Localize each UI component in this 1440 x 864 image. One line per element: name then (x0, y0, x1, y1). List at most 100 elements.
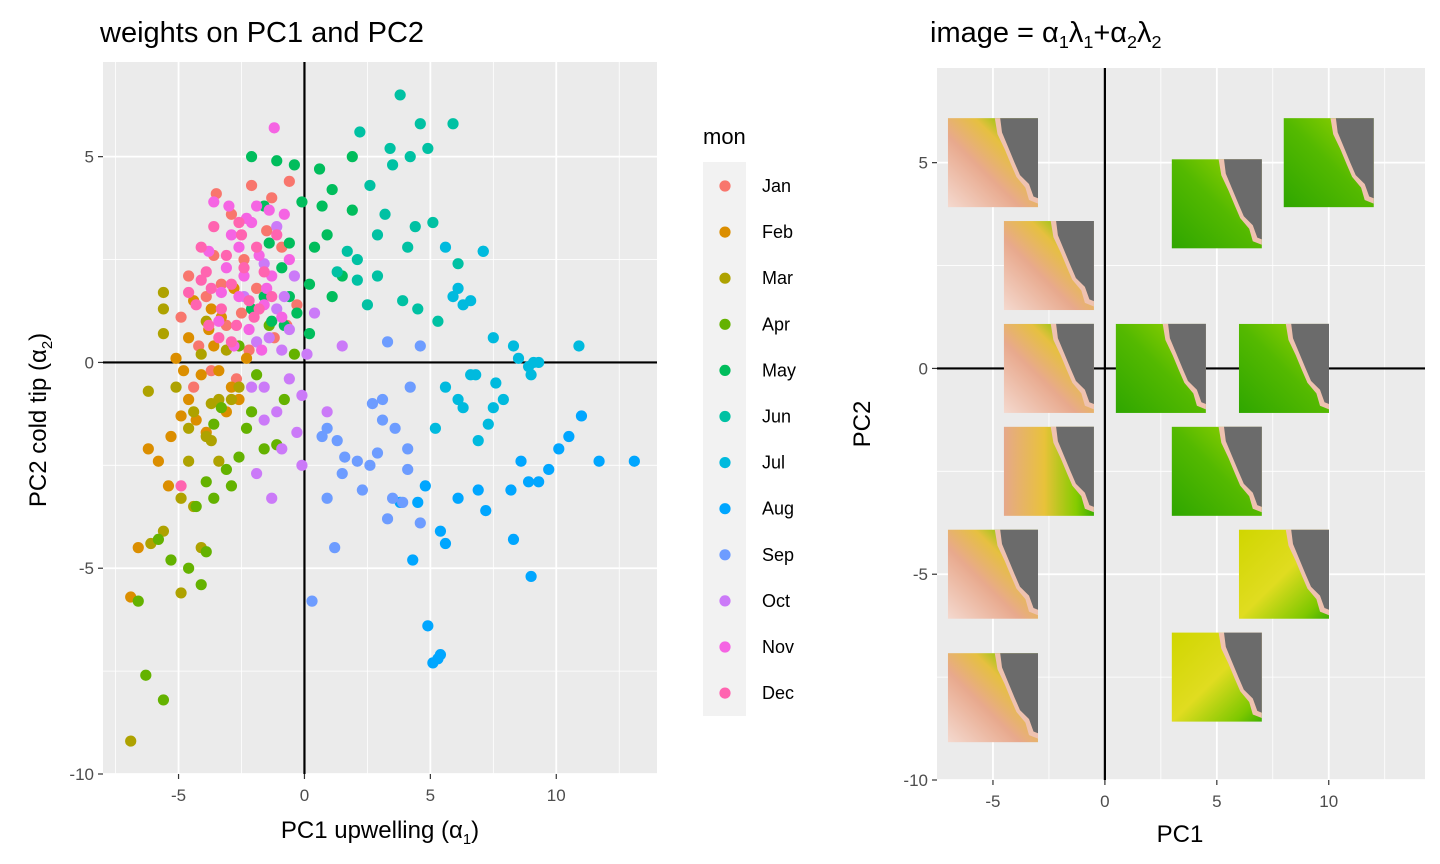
data-point-aug (515, 455, 527, 467)
data-point-sep (381, 336, 394, 348)
data-point-jun (331, 266, 343, 278)
data-point-mar (233, 381, 245, 393)
legend-label-jan: Jan (762, 176, 791, 196)
data-point-oct (283, 323, 295, 336)
pc-image-tile (1003, 426, 1094, 516)
data-point-sep (381, 513, 394, 525)
data-point-mar (183, 422, 195, 434)
x-tick-label: 10 (547, 786, 566, 805)
data-point-aug (525, 570, 537, 583)
data-point-jan (251, 282, 263, 294)
data-point-jun (351, 274, 363, 286)
legend-key-mar (719, 272, 731, 284)
data-point-feb (183, 332, 195, 344)
data-point-dec (235, 229, 248, 241)
data-point-dec (213, 332, 225, 344)
data-point-may (271, 155, 283, 167)
data-point-dec (251, 241, 263, 253)
pc-image-tile (1238, 323, 1329, 413)
data-point-dec (230, 319, 243, 331)
data-point-jan (200, 290, 212, 303)
legend-label-oct: Oct (762, 591, 790, 611)
y-tick-label: -10 (69, 765, 94, 784)
data-point-feb (165, 430, 177, 443)
x-tick-label: 10 (1319, 792, 1338, 811)
data-point-apr (208, 418, 220, 430)
pc-image-tile (1003, 323, 1094, 413)
data-point-jun (432, 315, 444, 327)
data-point-feb (208, 340, 220, 352)
data-point-mar (157, 328, 170, 340)
data-point-oct (258, 414, 270, 426)
data-point-may (308, 241, 321, 253)
data-point-apr (258, 443, 270, 455)
data-point-oct (296, 389, 308, 401)
data-point-jul (490, 377, 502, 389)
land-mask (1224, 632, 1262, 713)
data-point-jul (439, 381, 452, 393)
data-point-jun (364, 179, 376, 192)
data-point-oct (276, 443, 288, 455)
land-mask (1335, 118, 1374, 199)
data-point-dec (243, 295, 255, 307)
data-point-nov (243, 323, 255, 336)
data-point-may (303, 278, 316, 290)
data-point-mar (175, 492, 187, 504)
data-point-apr (245, 406, 258, 418)
data-point-sep (364, 459, 376, 471)
x-axis-title-left: PC1 upwelling (α1​) (281, 817, 479, 848)
legend-key-aug (719, 503, 731, 515)
data-point-jul (533, 356, 545, 369)
pc-image-tile (1171, 159, 1262, 249)
data-point-dec (205, 282, 217, 294)
data-point-nov (208, 196, 220, 208)
legend-label-feb: Feb (762, 222, 793, 242)
x-tick-label: 0 (1100, 792, 1109, 811)
data-point-jun (409, 221, 421, 233)
data-point-dec (248, 311, 260, 323)
data-point-sep (371, 447, 384, 459)
y-tick-label: 5 (919, 154, 928, 173)
data-point-mar (170, 381, 182, 393)
data-point-jan (215, 278, 227, 290)
data-point-nov (263, 204, 275, 216)
data-point-sep (329, 542, 341, 554)
data-point-apr (278, 393, 290, 406)
data-point-jun (386, 159, 399, 171)
data-point-apr (251, 369, 263, 381)
data-point-sep (376, 393, 389, 406)
data-point-nov (261, 282, 273, 294)
data-point-dec (258, 266, 270, 278)
data-point-jul (465, 295, 477, 307)
data-point-aug (432, 653, 444, 665)
data-point-aug (434, 525, 447, 537)
data-point-apr (225, 480, 238, 492)
legend-key-may (719, 364, 731, 376)
pc-image-tile (947, 653, 1038, 743)
data-point-aug (628, 455, 640, 467)
data-point-jun (414, 118, 426, 130)
data-point-oct (266, 492, 278, 504)
data-point-dec (225, 278, 238, 290)
data-point-apr (157, 694, 170, 706)
data-point-sep (331, 435, 343, 447)
legend-key-nov (719, 641, 731, 653)
data-point-jan (261, 225, 273, 237)
data-point-mar (125, 735, 137, 747)
data-point-mar (183, 455, 195, 467)
data-point-jun (397, 295, 409, 307)
data-point-jul (512, 352, 525, 364)
data-point-jan (183, 270, 195, 282)
data-point-jul (507, 340, 520, 352)
data-point-feb (177, 365, 190, 377)
data-point-nov (225, 229, 238, 241)
data-point-sep (402, 463, 414, 476)
data-point-nov (233, 241, 245, 253)
y-tick-label: 0 (85, 353, 94, 372)
data-point-apr (200, 476, 212, 488)
data-point-aug (419, 480, 431, 492)
data-point-jul (497, 393, 509, 406)
y-tick-label: -10 (903, 771, 928, 790)
data-point-sep (386, 492, 399, 504)
pc-image-tile (1115, 323, 1206, 413)
